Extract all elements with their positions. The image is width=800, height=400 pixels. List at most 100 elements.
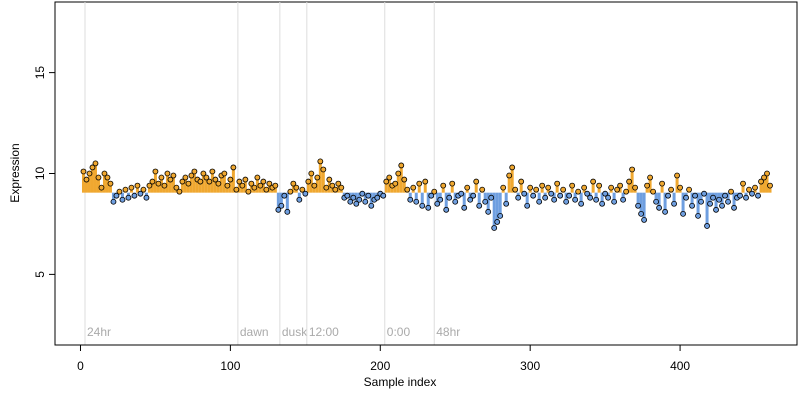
point <box>272 182 279 189</box>
point <box>566 192 573 199</box>
point <box>299 186 306 193</box>
x-tick-label: 400 <box>670 359 690 373</box>
point <box>254 174 261 181</box>
point <box>722 192 728 199</box>
point <box>584 190 591 197</box>
point <box>497 212 504 219</box>
point <box>587 194 594 201</box>
point <box>380 192 387 199</box>
point <box>86 170 93 177</box>
point <box>416 180 423 187</box>
point <box>206 178 213 185</box>
point <box>440 182 447 189</box>
point <box>470 192 477 199</box>
point <box>539 182 546 189</box>
point <box>452 198 459 205</box>
point <box>164 170 171 177</box>
point <box>689 202 695 209</box>
point <box>146 182 153 189</box>
point <box>662 208 668 215</box>
point <box>458 190 465 197</box>
point <box>320 166 327 173</box>
point <box>578 200 585 207</box>
point <box>170 172 177 179</box>
point <box>710 194 716 201</box>
point <box>428 192 435 199</box>
point <box>674 172 680 179</box>
point <box>215 180 222 187</box>
point <box>521 190 528 197</box>
point <box>659 180 665 187</box>
point <box>149 178 156 185</box>
point <box>575 188 582 195</box>
point <box>122 186 129 193</box>
point <box>653 198 659 205</box>
point <box>80 168 87 175</box>
point <box>449 180 456 187</box>
point <box>104 174 111 181</box>
point <box>203 174 210 181</box>
point <box>572 196 579 203</box>
point <box>476 202 483 209</box>
point <box>605 194 612 201</box>
point <box>503 200 510 207</box>
point <box>737 192 743 199</box>
point <box>467 196 474 203</box>
point <box>713 206 719 213</box>
point <box>290 180 297 187</box>
annotation-label: dusk <box>282 325 308 339</box>
point <box>131 192 138 199</box>
point <box>260 178 267 185</box>
point <box>176 188 183 195</box>
point <box>620 196 627 203</box>
y-axis-label: Expression <box>8 143 22 202</box>
point <box>293 184 300 191</box>
point <box>644 182 651 189</box>
point <box>212 176 219 183</box>
point <box>173 184 180 191</box>
point <box>527 184 534 191</box>
point <box>761 174 767 181</box>
point <box>200 170 207 177</box>
point <box>368 202 375 209</box>
y-tick-label: 5 <box>33 271 47 278</box>
point <box>746 186 752 193</box>
x-tick-label: 0 <box>77 359 84 373</box>
point <box>137 190 144 197</box>
point <box>392 180 399 187</box>
point <box>359 190 366 197</box>
point <box>758 178 764 185</box>
point <box>308 170 315 177</box>
point <box>404 186 411 193</box>
point <box>560 186 567 193</box>
point <box>374 194 381 201</box>
point <box>434 200 441 207</box>
point <box>473 178 480 185</box>
point <box>248 180 255 187</box>
point <box>134 182 141 189</box>
point <box>344 192 351 199</box>
point <box>323 184 330 191</box>
point <box>188 172 195 179</box>
point <box>677 184 683 191</box>
y-tick-label: 15 <box>33 66 47 80</box>
point <box>614 186 621 193</box>
point <box>650 188 656 195</box>
point <box>665 192 671 199</box>
point <box>623 188 630 195</box>
point <box>329 182 336 189</box>
point <box>698 198 704 205</box>
point <box>128 184 135 191</box>
x-tick-label: 200 <box>370 359 390 373</box>
point <box>353 200 360 207</box>
point <box>221 170 228 177</box>
point <box>185 180 192 187</box>
point <box>512 186 519 193</box>
point <box>266 180 273 187</box>
point <box>401 176 408 183</box>
point <box>197 178 204 185</box>
point <box>683 194 689 201</box>
point <box>536 198 543 205</box>
point <box>365 192 372 199</box>
point <box>83 176 90 183</box>
